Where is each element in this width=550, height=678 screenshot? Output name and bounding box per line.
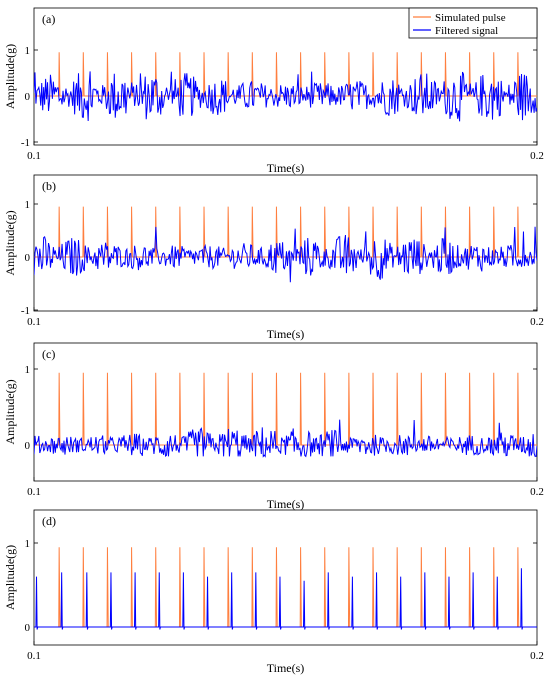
legend-box — [408, 7, 538, 39]
panel-2: (b) 1 0 -10.1 0.2 Time(s) Amplitude(g) — [3, 174, 544, 341]
series-simulated-pulse — [34, 206, 537, 258]
legend-entry: Filtered signal — [435, 25, 498, 37]
plot-frame — [33, 7, 538, 146]
panel-label: (c) — [42, 347, 55, 361]
series-filtered-signal — [34, 71, 537, 122]
y-tick-label: 1 — [25, 364, 31, 376]
plot-area — [34, 372, 537, 458]
x-axis-label: Time(s) — [267, 327, 305, 341]
x-tick-label: 0.1 — [27, 650, 41, 662]
plot-area — [34, 52, 537, 122]
y-tick-label: -1 — [21, 137, 30, 149]
y-tick-label: 1 — [25, 199, 31, 211]
y-tick-label: 0 — [25, 622, 31, 634]
panel-3: (c) 1 0 0.1 0.2 Time(s) Amplitude(g) — [3, 342, 544, 511]
y-axis-label: Amplitude(g) — [3, 545, 17, 610]
y-tick-label: 0 — [25, 440, 31, 452]
y-axis-label: Amplitude(g) — [3, 44, 17, 109]
panel-label: (d) — [42, 514, 56, 528]
y-tick-label: 1 — [25, 45, 31, 57]
plot-frame — [33, 174, 538, 312]
plot-frame — [33, 342, 538, 482]
panel-label: (a) — [42, 12, 55, 26]
y-axis-label: Amplitude(g) — [3, 379, 17, 444]
y-tick-label: 0 — [25, 91, 31, 103]
x-axis-label: Time(s) — [267, 661, 305, 675]
x-axis-label: Time(s) — [267, 497, 305, 511]
series-filtered-signal — [34, 419, 537, 458]
panels: (a)10-10.1 0.2Time(s)Amplitude(g)Simulate… — [3, 7, 544, 675]
series-filtered-signal — [34, 226, 537, 283]
x-tick-label: 0.1 — [27, 486, 41, 498]
panel-label: (b) — [42, 179, 56, 193]
y-tick-label: -1 — [21, 305, 30, 317]
panel-4: (d) 1 0 0.1 0.2 Time(s) Amplitude(g) — [3, 509, 544, 675]
x-tick-label: 0.2 — [530, 486, 544, 498]
x-tick-label: 0.1 — [27, 150, 41, 162]
series-filtered-signal — [34, 568, 537, 630]
plot-area — [34, 206, 537, 283]
panel-1: (a) 1 0 -10.1 0.2 Time(s) Amplitude(g) Simulate… — [3, 7, 544, 175]
series-simulated-pulse — [34, 372, 537, 446]
x-tick-label: 0.1 — [27, 316, 41, 328]
y-tick-label: 1 — [25, 538, 31, 550]
y-axis-label: Amplitude(g) — [3, 210, 17, 275]
x-tick-label: 0.2 — [530, 150, 544, 162]
plot-area — [34, 547, 537, 630]
plot-frame — [33, 509, 538, 646]
y-tick-label: 0 — [25, 252, 31, 264]
x-tick-label: 0.2 — [530, 650, 544, 662]
legend-entry: Simulated pulse — [435, 12, 506, 24]
x-axis-label: Time(s) — [267, 161, 305, 175]
series-simulated-pulse — [34, 547, 537, 628]
x-tick-label: 0.2 — [530, 316, 544, 328]
